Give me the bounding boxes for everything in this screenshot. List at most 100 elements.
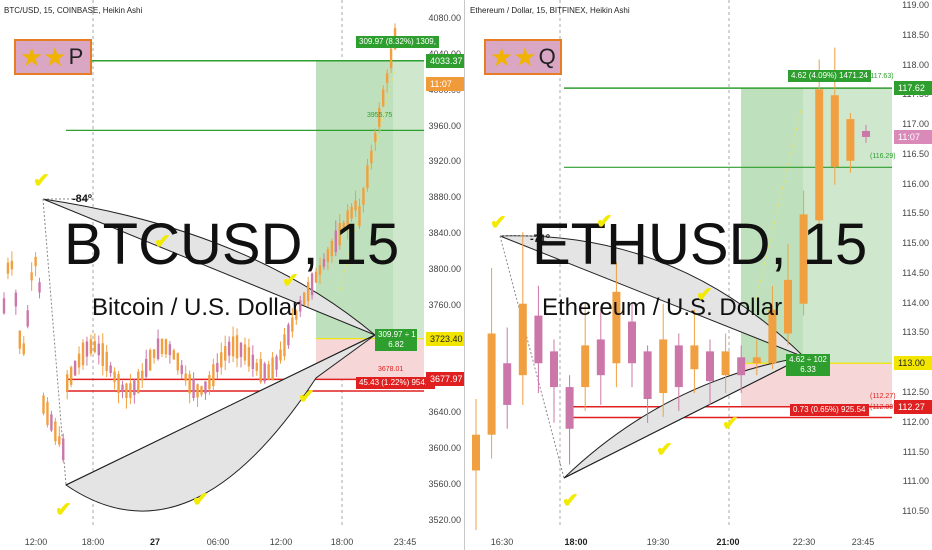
candle-body bbox=[137, 371, 140, 394]
candle-body bbox=[784, 279, 792, 334]
candle-body bbox=[721, 351, 730, 376]
price-tick-label: 115.50 bbox=[902, 208, 929, 219]
btc-chart-canvas[interactable] bbox=[0, 0, 464, 550]
price-tick-label: 3800.00 bbox=[428, 264, 461, 274]
candle-body bbox=[674, 345, 683, 388]
projection-line bbox=[755, 109, 802, 301]
candle-body bbox=[235, 335, 239, 359]
time-tick-label: 19:30 bbox=[646, 537, 670, 547]
candle-body bbox=[34, 256, 37, 267]
trend-line bbox=[563, 356, 805, 479]
candle-body bbox=[156, 338, 160, 360]
badge-label: P bbox=[68, 44, 84, 69]
price-tick-label: 116.00 bbox=[902, 178, 929, 189]
candle-body bbox=[255, 362, 258, 371]
candle-body bbox=[358, 206, 361, 227]
price-tick-label: 3560.00 bbox=[428, 479, 461, 490]
candle-body bbox=[66, 374, 69, 392]
candle-body bbox=[42, 395, 45, 414]
level-label: (112.09) bbox=[870, 404, 896, 411]
candle-body bbox=[534, 315, 543, 364]
candle-body bbox=[362, 188, 365, 205]
candle-body bbox=[706, 351, 714, 382]
ratio-tag-top: 309.97 ÷ 1 bbox=[378, 330, 416, 339]
check-icon: ✔ bbox=[154, 231, 171, 253]
candle-body bbox=[251, 354, 255, 370]
btc-chart-pane[interactable]: BTC/USD, 15, COINBASE, Heikin Ashi ★★ P … bbox=[0, 0, 465, 550]
candle-body bbox=[565, 387, 574, 429]
candle-body bbox=[690, 345, 699, 370]
candle-body bbox=[77, 353, 81, 368]
price-axis-tag: 112.27 bbox=[894, 399, 932, 414]
check-icon: ✔ bbox=[33, 170, 50, 192]
candle-body bbox=[160, 338, 164, 354]
candle-body bbox=[267, 364, 270, 380]
candle-body bbox=[148, 349, 152, 371]
badge-label: Q bbox=[538, 44, 556, 69]
candle-body bbox=[271, 357, 274, 381]
candle-body bbox=[10, 260, 14, 270]
candle-body bbox=[322, 259, 326, 267]
candle-body bbox=[121, 384, 124, 392]
candle-body bbox=[38, 282, 41, 293]
time-tick-label: 06:00 bbox=[206, 537, 230, 547]
candle-body bbox=[180, 365, 183, 375]
ratio-tag: 309.97 ÷ 1 6.82 bbox=[375, 329, 417, 351]
candle-body bbox=[815, 89, 824, 221]
price-tick-label: 114.50 bbox=[902, 267, 929, 278]
candle-body bbox=[133, 380, 136, 396]
candle-body bbox=[168, 344, 172, 356]
check-icon: ✔ bbox=[656, 439, 673, 461]
price-tick-label: 111.50 bbox=[902, 446, 929, 457]
price-tick-label: 3600.00 bbox=[428, 443, 461, 454]
arc-shape bbox=[65, 334, 376, 512]
candle-body bbox=[628, 321, 636, 364]
ratio-tag-bottom: 6.33 bbox=[800, 365, 816, 374]
star-icon: ★★ bbox=[20, 41, 67, 72]
price-axis-tag: 113.00 bbox=[894, 356, 932, 371]
eth-chart-canvas[interactable] bbox=[466, 0, 932, 550]
candle-body bbox=[113, 371, 116, 383]
level-label: 3678.01 bbox=[378, 366, 404, 373]
candle-body bbox=[188, 374, 191, 394]
candle-body bbox=[612, 291, 621, 364]
candle-body bbox=[93, 341, 97, 353]
candle-body bbox=[46, 401, 49, 425]
candle-body bbox=[58, 436, 61, 445]
profit-zone-inner bbox=[316, 60, 393, 339]
eth-chart-pane[interactable]: Ethereum / Dollar, 15, BITFINEX, Heikin … bbox=[466, 0, 932, 550]
candle-body bbox=[216, 362, 219, 373]
candle-body bbox=[279, 349, 282, 361]
fan-shape bbox=[42, 198, 376, 336]
ratio-tag-top: 4.62 ÷ 102 bbox=[789, 355, 827, 364]
candle-body bbox=[152, 349, 156, 358]
candle-body bbox=[310, 273, 314, 296]
projection-line bbox=[339, 69, 396, 291]
candle-body bbox=[26, 310, 29, 327]
check-icon: ✔ bbox=[562, 490, 579, 512]
candle-body bbox=[472, 434, 480, 471]
candle-body bbox=[303, 292, 306, 305]
candle-body bbox=[846, 119, 855, 161]
candle-body bbox=[374, 132, 377, 142]
candle-body bbox=[350, 206, 353, 219]
candle-body bbox=[224, 346, 227, 361]
price-tick-label: 116.50 bbox=[902, 148, 929, 159]
price-tick-label: 3920.00 bbox=[428, 156, 461, 167]
candle-body bbox=[97, 343, 100, 356]
price-axis-tag: 3677.97 bbox=[426, 372, 464, 387]
price-tick-label: 112.00 bbox=[902, 416, 929, 427]
candle-body bbox=[295, 311, 298, 320]
candle-body bbox=[6, 262, 10, 274]
time-tick-label: 12:00 bbox=[24, 537, 48, 547]
candle-body bbox=[752, 357, 761, 364]
check-icon: ✔ bbox=[490, 212, 507, 234]
candle-body bbox=[550, 351, 558, 388]
time-tick-label: 23:45 bbox=[851, 537, 875, 547]
candle-body bbox=[30, 272, 33, 281]
fan-shape bbox=[499, 235, 805, 358]
candle-body bbox=[318, 265, 322, 275]
price-axis-tag: 117.62 bbox=[894, 81, 932, 96]
ratio-tag-bottom: 6.82 bbox=[388, 340, 404, 349]
candle-body bbox=[22, 343, 25, 355]
